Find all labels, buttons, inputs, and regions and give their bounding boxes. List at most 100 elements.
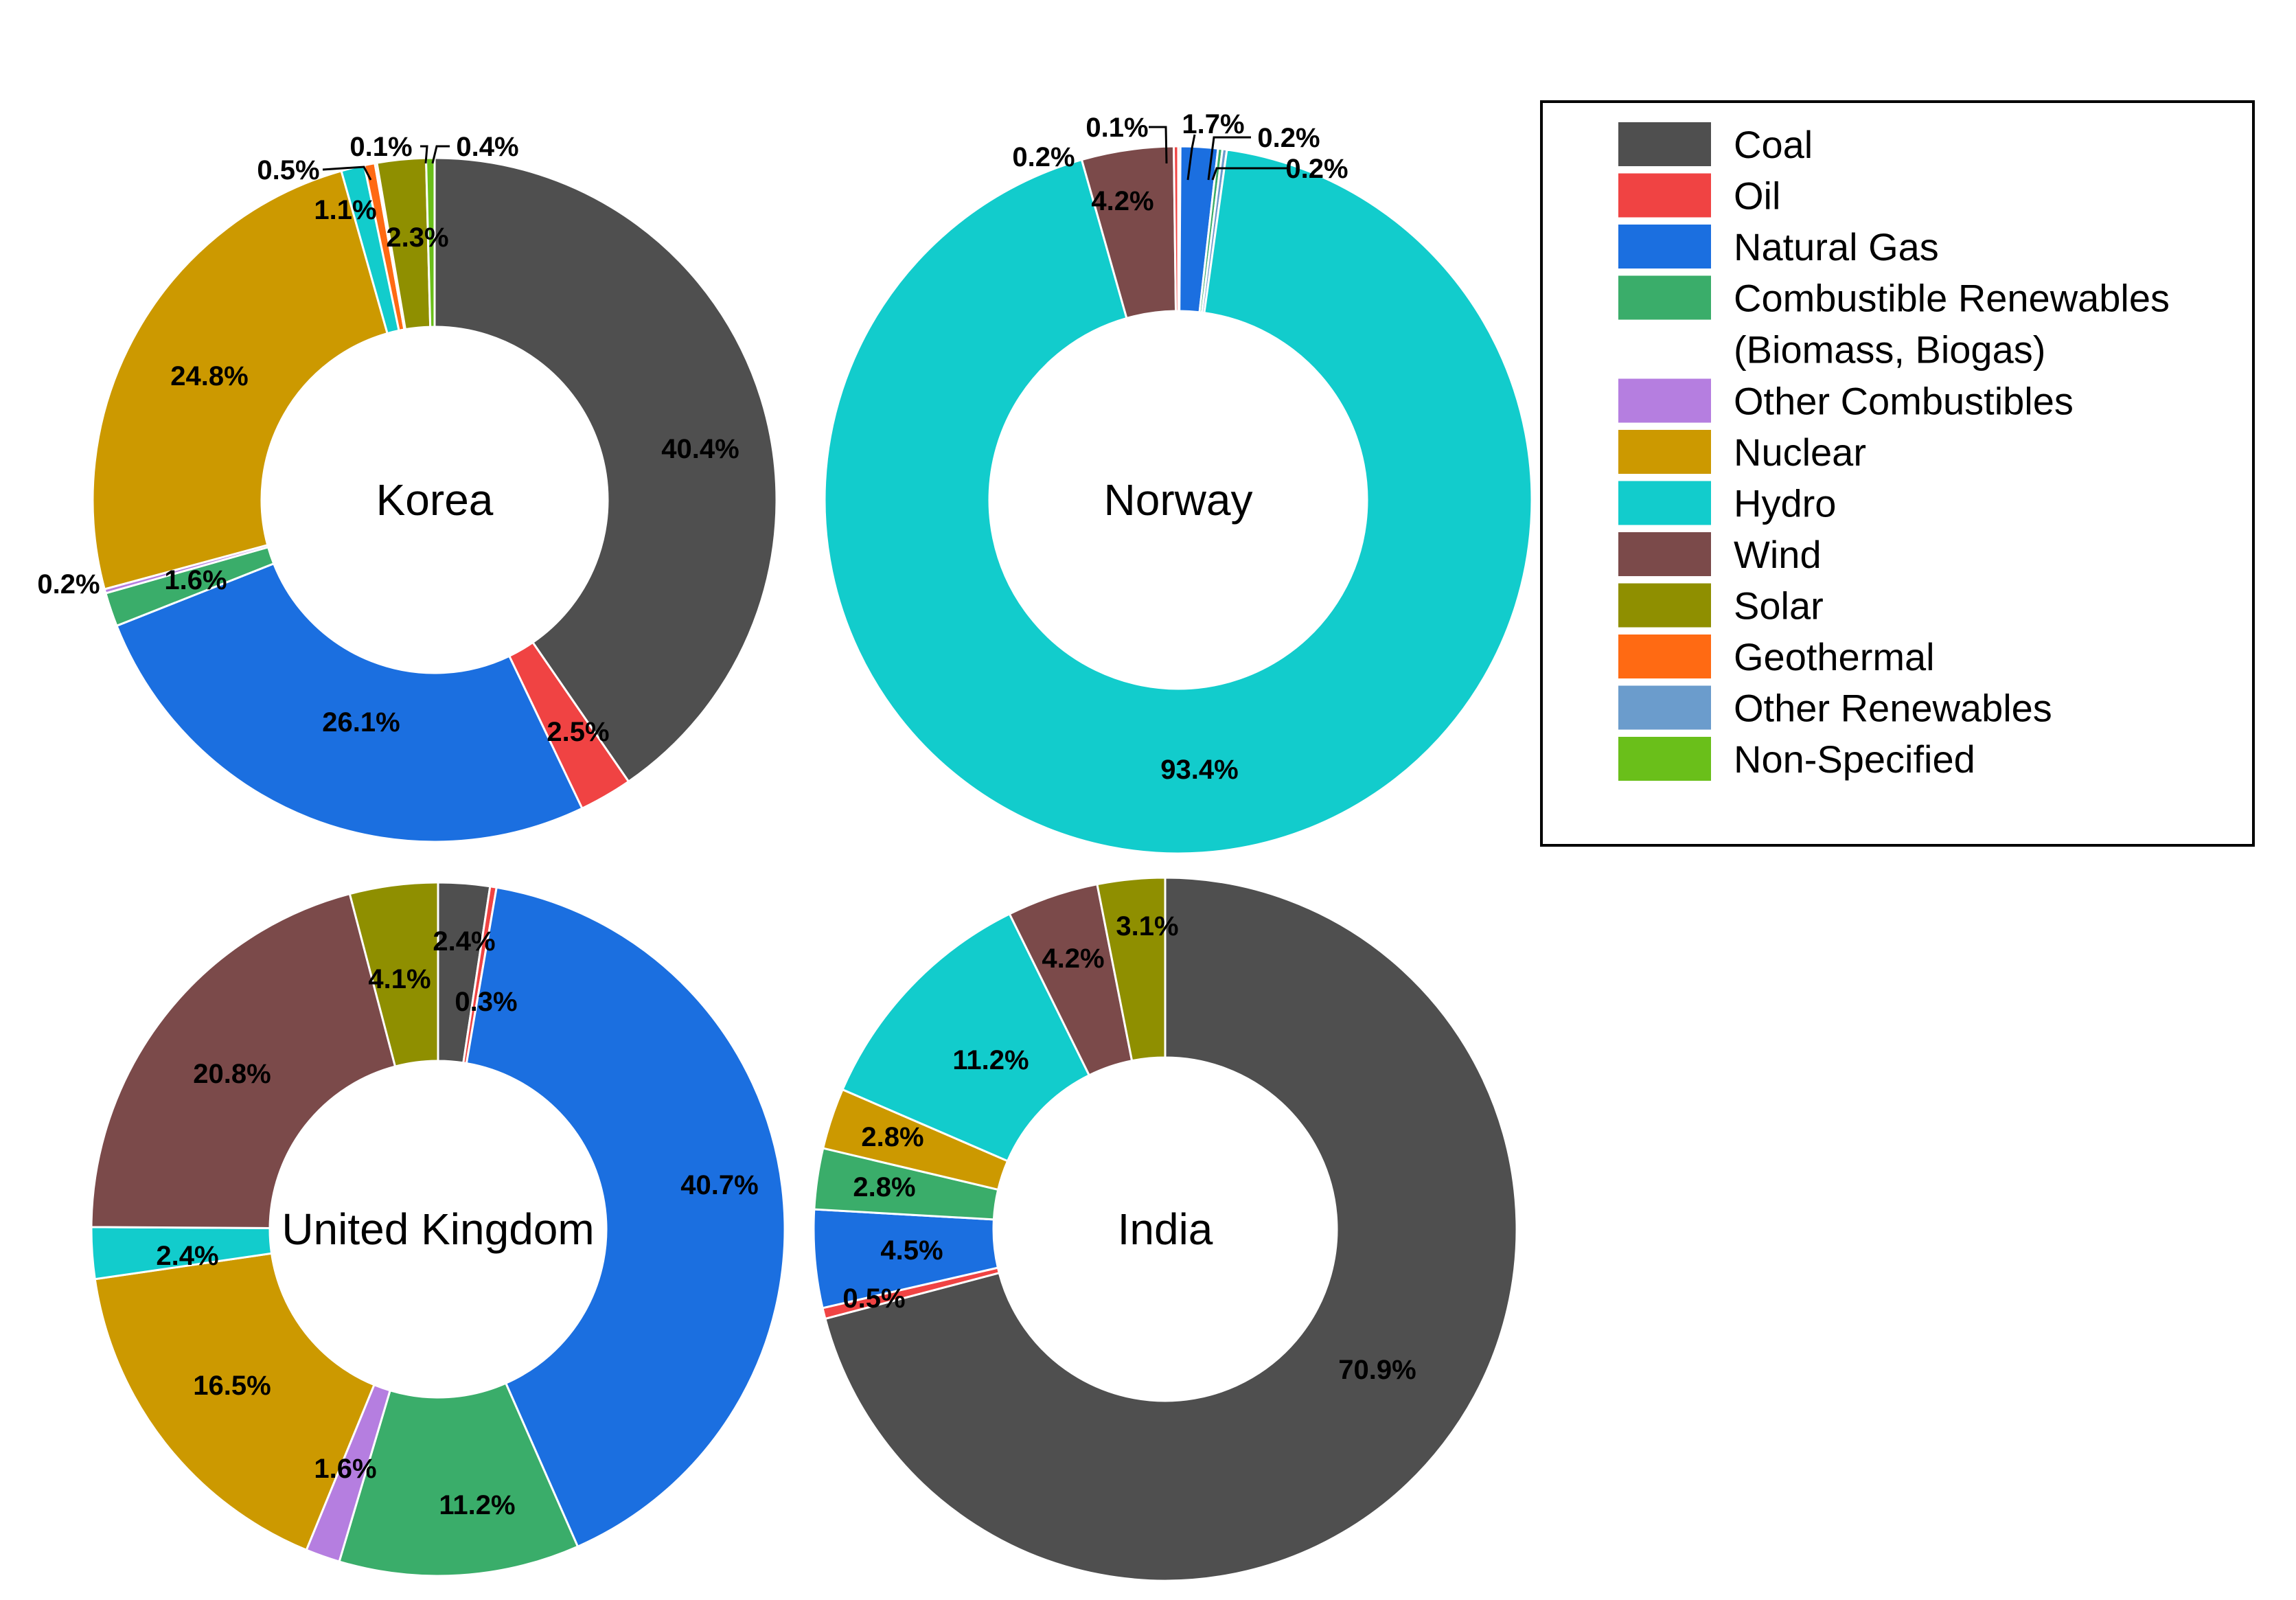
data-label-solar: 4.1%	[368, 964, 430, 994]
legend-swatch	[1618, 430, 1711, 474]
leader-line	[420, 145, 428, 164]
data-label-solar: 3.1%	[1116, 911, 1178, 941]
leader-line	[1211, 167, 1287, 181]
leader-line	[322, 165, 372, 181]
legend-label: Coal	[1734, 123, 1813, 166]
slice-coal	[824, 876, 1518, 1582]
data-label-nuclear: 24.8%	[170, 361, 248, 391]
legend-swatch	[1618, 635, 1711, 678]
slice-nuclear	[91, 170, 389, 591]
legend-swatch	[1618, 225, 1711, 268]
legend-item-solar: Solar	[1618, 583, 1824, 628]
data-label-hydro: 93.4%	[1160, 755, 1238, 785]
leader-line	[1186, 134, 1196, 181]
donut-center-label: United Kingdom	[282, 1204, 594, 1254]
slice-wind	[90, 892, 397, 1229]
slice-oil	[1173, 145, 1180, 312]
data-label-nuclear: 16.5%	[193, 1371, 271, 1401]
slice-hydro	[841, 912, 1091, 1163]
data-label-nuclear: 2.8%	[861, 1122, 923, 1152]
data-label-other-renewables: 0.2%	[1285, 154, 1348, 184]
data-label-wind: 4.2%	[1091, 186, 1153, 216]
data-label-non-specified: 0.4%	[456, 132, 518, 162]
legend-swatch	[1618, 481, 1711, 525]
legend-item-natural-gas: Natural Gas	[1618, 225, 1939, 268]
leader-line	[1207, 136, 1251, 181]
legend-swatch	[1618, 737, 1711, 781]
data-label-coal: 0.1%	[1086, 113, 1148, 143]
legend-label: Other Combustibles	[1734, 380, 2074, 423]
slice-combustible-renewables	[338, 1382, 579, 1577]
data-label-combustible-renewables: 1.6%	[164, 565, 227, 595]
data-label-hydro: 2.4%	[156, 1241, 218, 1271]
data-label-oil: 0.3%	[455, 987, 517, 1017]
legend: Coal Oil Natural Gas Combustible Renewables…	[1540, 100, 2255, 847]
legend-item-other-combustibles: Other Combustibles	[1618, 378, 2074, 423]
slice-natural-gas	[465, 886, 786, 1548]
donut-chart-korea: Korea 40.4% 2.5% 26.1% 1.6% 0.2% 24.8% 1.1% 0.5%…	[37, 132, 778, 843]
slice-non-specified	[424, 157, 436, 328]
data-label-hydro: 1.1%	[314, 195, 376, 225]
donut-charts: Korea 40.4% 2.5% 26.1% 1.6% 0.2% 24.8% 1.1% 0.5%…	[37, 109, 1533, 1582]
data-label-coal: 2.4%	[433, 926, 495, 957]
legend-label: Other Renewables	[1734, 687, 2052, 730]
data-label-wind: 0.1%	[349, 132, 412, 162]
legend-swatch	[1618, 685, 1711, 730]
legend-label: Wind	[1734, 533, 1822, 576]
legend-label: Nuclear	[1734, 431, 1866, 474]
legend-items: Coal Oil Natural Gas Combustible Renewables…	[1618, 122, 2170, 781]
data-label-oil: 2.5%	[547, 717, 609, 747]
data-label-wind: 4.2%	[1042, 944, 1104, 974]
leader-line	[1149, 126, 1168, 164]
data-label-other-combustibles: 1.6%	[314, 1454, 376, 1484]
legend-item-coal: Coal	[1618, 122, 1813, 166]
legend-swatch	[1618, 275, 1711, 320]
legend-label: Combustible Renewables	[1734, 277, 2170, 320]
slice-natural-gas	[115, 562, 584, 843]
data-label-combustible-renewables: 11.2%	[439, 1490, 515, 1520]
legend-label: Oil	[1734, 174, 1780, 218]
donut-center-label: Norway	[1104, 475, 1253, 525]
legend-item-nuclear: Nuclear	[1618, 430, 1866, 474]
donut-center-label: India	[1118, 1204, 1213, 1254]
legend-item-oil: Oil	[1618, 173, 1780, 218]
data-label-solar: 2.3%	[386, 222, 448, 253]
data-label-natural-gas: 26.1%	[322, 707, 400, 738]
data-label-geothermal: 0.5%	[257, 155, 319, 185]
data-label-natural-gas: 4.5%	[880, 1235, 943, 1266]
donut-center-label: Korea	[376, 475, 494, 525]
legend-label: Solar	[1734, 584, 1824, 628]
slice-coal	[433, 157, 778, 784]
data-label-hydro: 11.2%	[952, 1045, 1029, 1075]
data-label-oil: 0.5%	[842, 1283, 905, 1314]
legend-item-wind: Wind	[1618, 532, 1822, 576]
legend-item-combustible-renewables: Combustible Renewables (Biomass, Biogas)	[1618, 275, 2170, 372]
donut-chart-india: India 70.9% 0.5% 4.5% 2.8% 2.8% 11.2% 4.2% 3.1%	[812, 876, 1518, 1582]
data-label-natural-gas: 40.7%	[680, 1170, 758, 1200]
legend-item-hydro: Hydro	[1618, 481, 1836, 525]
slice-hydro	[823, 148, 1533, 855]
legend-swatch	[1618, 583, 1711, 628]
data-label-coal: 40.4%	[661, 434, 739, 464]
legend-label: Hydro	[1734, 482, 1836, 525]
slice-solar	[1096, 876, 1167, 1062]
data-label-coal: 70.9%	[1338, 1355, 1416, 1385]
legend-item-non-specified: Non-Specified	[1618, 737, 1975, 781]
slice-solar	[348, 881, 439, 1068]
slice-nuclear	[93, 1252, 376, 1552]
data-label-combustible-renewables: 2.8%	[853, 1172, 915, 1202]
legend-swatch	[1618, 532, 1711, 576]
data-label-combustible-renewables: 0.2%	[1257, 123, 1320, 153]
legend-label: Geothermal	[1734, 635, 1935, 678]
legend-swatch	[1618, 122, 1711, 166]
data-label-wind: 20.8%	[193, 1059, 271, 1089]
legend-label: Non-Specified	[1734, 738, 1975, 781]
legend-swatch	[1618, 173, 1711, 218]
legend-label-continued: (Biomass, Biogas)	[1734, 328, 2045, 372]
legend-item-other-renewables: Other Renewables	[1618, 685, 2052, 730]
leader-line	[431, 145, 450, 164]
legend-label: Natural Gas	[1734, 225, 1939, 268]
